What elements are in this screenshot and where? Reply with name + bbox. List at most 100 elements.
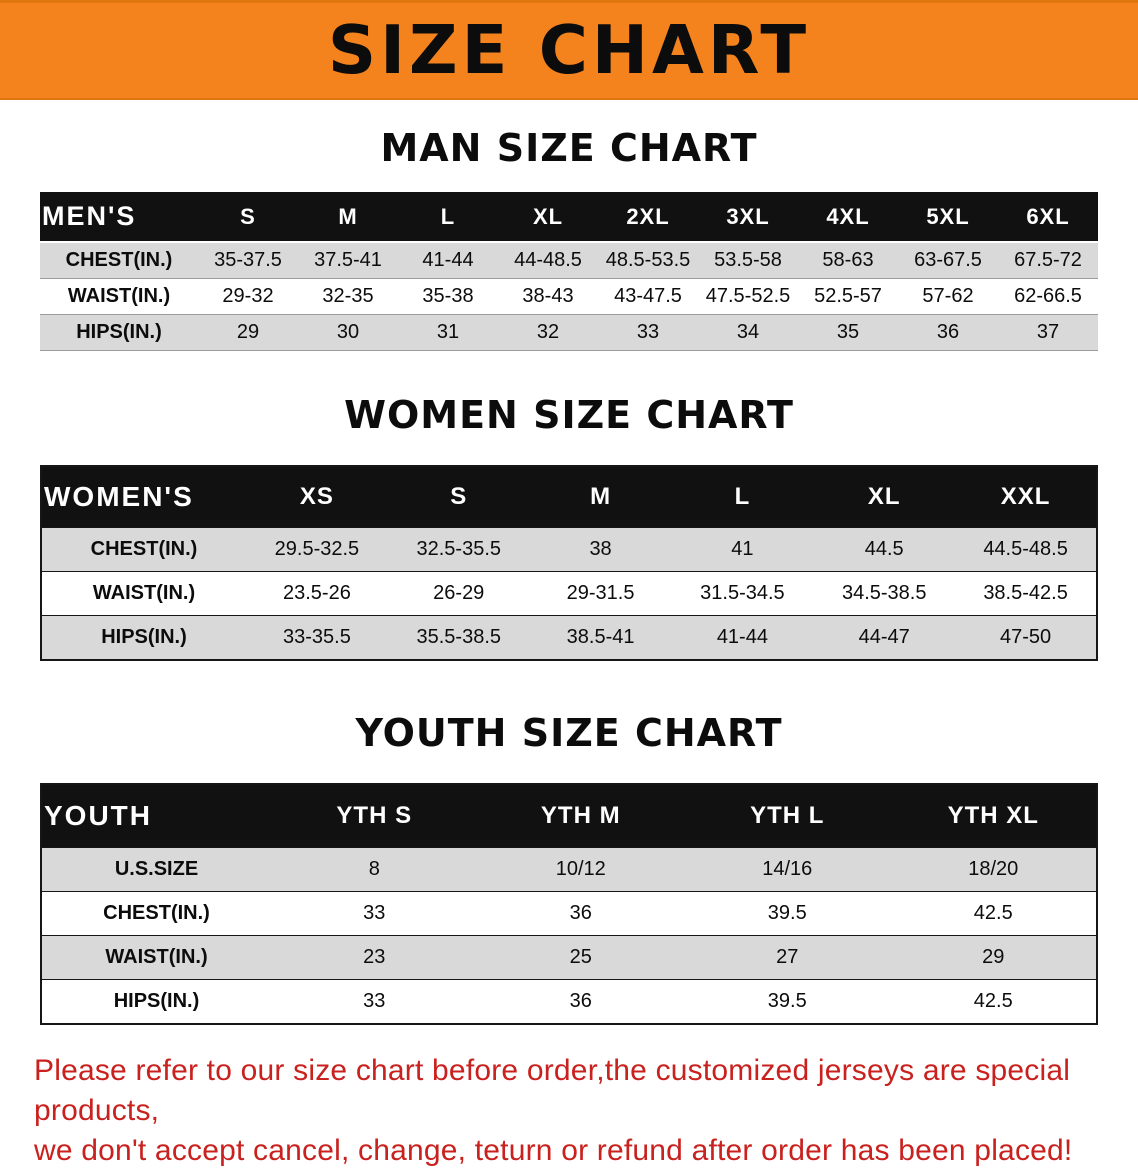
table-row: HIPS(IN.) 29 30 31 32 33 34 35 36 37 (40, 314, 1098, 351)
table-row: CHEST(IN.) 33 36 39.5 42.5 (41, 891, 1097, 936)
size-value-cell: 29 (236, 321, 260, 343)
table-row: WAIST(IN.) 23.5-26 26-29 29-31.5 31.5-34.5 34… (41, 571, 1097, 616)
size-value-cell: 27 (776, 946, 799, 968)
size-column-header: XXL (955, 466, 1097, 528)
measurement-row-label: HIPS(IN.) (113, 990, 200, 1012)
disclaimer-note: Please refer to our size chart before or… (34, 1051, 1104, 1171)
disclaimer-line-2: we don't accept cancel, change, teturn o… (34, 1133, 1073, 1167)
size-value-cell: 44.5 (864, 538, 904, 560)
size-value-cell: 39.5 (767, 902, 807, 924)
size-value-cell: 18/20 (968, 858, 1019, 880)
size-value-cell: 63-67.5 (914, 249, 982, 271)
table-header-row: MEN'S S M L XL 2XL 3XL 4XL 5XL 6XL (40, 192, 1098, 242)
size-column-header: 6XL (998, 192, 1098, 242)
measurement-row-label: WAIST(IN.) (92, 582, 196, 604)
size-column-header: S (198, 192, 298, 242)
size-value-cell: 42.5 (973, 902, 1013, 924)
size-value-cell: 31.5-34.5 (700, 582, 785, 604)
size-value-cell: 37.5-41 (314, 249, 382, 271)
size-value-cell: 58-63 (822, 249, 874, 271)
table-header-row: YOUTH YTH S YTH M YTH L YTH XL (41, 784, 1097, 848)
women-section-heading: WOMEN SIZE CHART (344, 393, 794, 437)
table-header-row: WOMEN'S XS S M L XL XXL (41, 466, 1097, 528)
size-value-cell: 62-66.5 (1014, 285, 1082, 307)
measurement-row-label: HIPS(IN.) (76, 321, 162, 343)
size-value-cell: 41-44 (422, 249, 474, 271)
measurement-row-label: WAIST(IN.) (105, 946, 208, 968)
size-value-cell: 31 (436, 321, 460, 343)
size-column-header: 3XL (698, 192, 798, 242)
size-value-cell: 36 (569, 990, 592, 1012)
size-value-cell: 23.5-26 (282, 582, 351, 604)
table-group-label: YOUTH (41, 784, 271, 848)
table-row: CHEST(IN.) 29.5-32.5 32.5-35.5 38 41 44.5 44.5… (41, 527, 1097, 572)
size-value-cell: 48.5-53.5 (605, 249, 691, 271)
size-value-cell: 43-47.5 (614, 285, 682, 307)
size-value-cell: 41-44 (716, 626, 768, 648)
size-value-cell: 33 (363, 990, 386, 1012)
size-column-header: XL (813, 466, 956, 528)
size-column-header: YTH S (271, 784, 478, 848)
disclaimer-line-1: Please refer to our size chart before or… (34, 1054, 1071, 1127)
youth-section-heading: YOUTH SIZE CHART (355, 711, 783, 755)
size-value-cell: 33-35.5 (282, 626, 351, 648)
table-group-label: WOMEN'S (41, 466, 246, 528)
size-chart-banner: SIZE CHART (0, 0, 1138, 100)
table-group-label: MEN'S (40, 192, 198, 242)
youth-size-section: YOUTH SIZE CHART YOUTH YTH S YTH M YTH L YTH… (0, 711, 1138, 1025)
size-value-cell: 35.5-38.5 (416, 626, 501, 648)
size-value-cell: 14/16 (762, 858, 813, 880)
banner-title: SIZE CHART (327, 11, 811, 89)
size-value-cell: 53.5-58 (714, 249, 782, 271)
size-value-cell: 38 (589, 538, 612, 560)
size-value-cell: 41 (731, 538, 754, 560)
size-column-header: YTH L (684, 784, 891, 848)
size-value-cell: 57-62 (922, 285, 974, 307)
size-value-cell: 33 (636, 321, 660, 343)
size-value-cell: 32-35 (322, 285, 374, 307)
size-column-header: S (387, 466, 530, 528)
table-row: HIPS(IN.) 33 36 39.5 42.5 (41, 979, 1097, 1024)
size-value-cell: 29.5-32.5 (274, 538, 360, 560)
measurement-row-label: WAIST(IN.) (67, 285, 171, 307)
table-row: U.S.SIZE 8 10/12 14/16 18/20 (41, 847, 1097, 892)
table-row: WAIST(IN.) 29-32 32-35 35-38 38-43 43-47.5 47.… (40, 278, 1098, 315)
size-value-cell: 44.5-48.5 (983, 538, 1068, 560)
size-column-header: YTH M (477, 784, 684, 848)
youth-size-table: YOUTH YTH S YTH M YTH L YTH XL U.S.SIZE 8 10/12… (40, 783, 1098, 1025)
size-value-cell: 25 (569, 946, 592, 968)
measurement-row-label: HIPS(IN.) (101, 626, 187, 648)
size-value-cell: 29-31.5 (566, 582, 635, 604)
size-value-cell: 32.5-35.5 (416, 538, 501, 560)
size-value-cell: 26-29 (433, 582, 485, 604)
size-value-cell: 30 (336, 321, 360, 343)
size-value-cell: 34.5-38.5 (841, 582, 927, 604)
measurement-row-label: CHEST(IN.) (90, 538, 198, 560)
table-row: CHEST(IN.) 35-37.5 37.5-41 41-44 44-48.5 48.5… (40, 242, 1098, 279)
women-size-section: WOMEN SIZE CHART WOMEN'S XS S M L XL XXL CHEST(… (0, 393, 1138, 661)
size-value-cell: 42.5 (973, 990, 1013, 1012)
table-row: WAIST(IN.) 23 25 27 29 (41, 935, 1097, 980)
measurement-row-label: U.S.SIZE (114, 858, 199, 880)
size-value-cell: 8 (368, 858, 380, 880)
size-value-cell: 35 (836, 321, 860, 343)
size-value-cell: 37 (1036, 321, 1060, 343)
size-value-cell: 34 (736, 321, 760, 343)
size-column-header: 4XL (798, 192, 898, 242)
size-column-header: XS (246, 466, 388, 528)
size-value-cell: 38.5-42.5 (983, 582, 1068, 604)
size-value-cell: 44-47 (858, 626, 910, 648)
measurement-row-label: CHEST(IN.) (103, 902, 210, 924)
size-value-cell: 36 (936, 321, 960, 343)
size-value-cell: 35-37.5 (214, 249, 282, 271)
size-column-header: L (671, 466, 814, 528)
size-value-cell: 38.5-41 (566, 626, 635, 648)
size-value-cell: 47.5-52.5 (705, 285, 791, 307)
size-column-header: M (529, 466, 672, 528)
size-column-header: M (298, 192, 398, 242)
size-value-cell: 29 (982, 946, 1005, 968)
size-value-cell: 10/12 (555, 858, 606, 880)
size-value-cell: 52.5-57 (814, 285, 882, 307)
size-column-header: L (398, 192, 498, 242)
size-column-header: XL (498, 192, 598, 242)
